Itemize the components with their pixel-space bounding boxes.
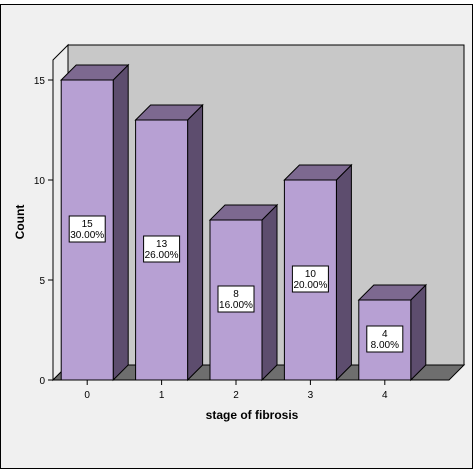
- data-label-count: 4: [382, 329, 388, 340]
- x-tick-label: 1: [159, 390, 165, 401]
- x-tick-label: 4: [382, 390, 388, 401]
- x-tick-label: 2: [233, 390, 239, 401]
- data-label-count: 8: [233, 289, 239, 300]
- data-label-count: 10: [305, 269, 317, 280]
- y-axis-ticks: 0 5 10 15: [34, 76, 53, 387]
- y-tick-label: 0: [39, 376, 45, 387]
- data-label-percent: 30.00%: [70, 230, 104, 241]
- bar-side: [410, 283, 427, 382]
- data-label-box: [366, 325, 404, 353]
- y-axis-title: Count: [13, 205, 27, 240]
- data-label-box: [68, 215, 106, 243]
- y-tick-label: 5: [39, 276, 45, 287]
- bar-side: [261, 203, 278, 382]
- data-label-percent: 16.00%: [219, 300, 253, 311]
- data-label-box: [143, 235, 181, 263]
- data-label-count: 15: [82, 219, 94, 230]
- data-label-percent: 26.00%: [145, 250, 179, 261]
- y-tick-label: 10: [34, 176, 46, 187]
- x-tick-label: 3: [308, 390, 314, 401]
- data-label-percent: 20.00%: [293, 280, 327, 291]
- y-tick-label: 15: [34, 76, 46, 87]
- x-axis-title: stage of fibrosis: [206, 408, 299, 422]
- x-tick-label: 0: [84, 390, 90, 401]
- data-label-count: 13: [156, 239, 168, 250]
- data-label-box: [291, 265, 329, 293]
- bar-4: 48.00%: [357, 283, 428, 382]
- x-axis-ticks: 0 1 2 3 4: [84, 380, 388, 401]
- data-label-percent: 8.00%: [371, 340, 399, 351]
- data-label-box: [217, 285, 255, 313]
- bar-side: [112, 63, 129, 382]
- bar-side: [187, 103, 204, 382]
- bar-side: [335, 163, 352, 382]
- bar-2: 816.00%: [208, 203, 279, 382]
